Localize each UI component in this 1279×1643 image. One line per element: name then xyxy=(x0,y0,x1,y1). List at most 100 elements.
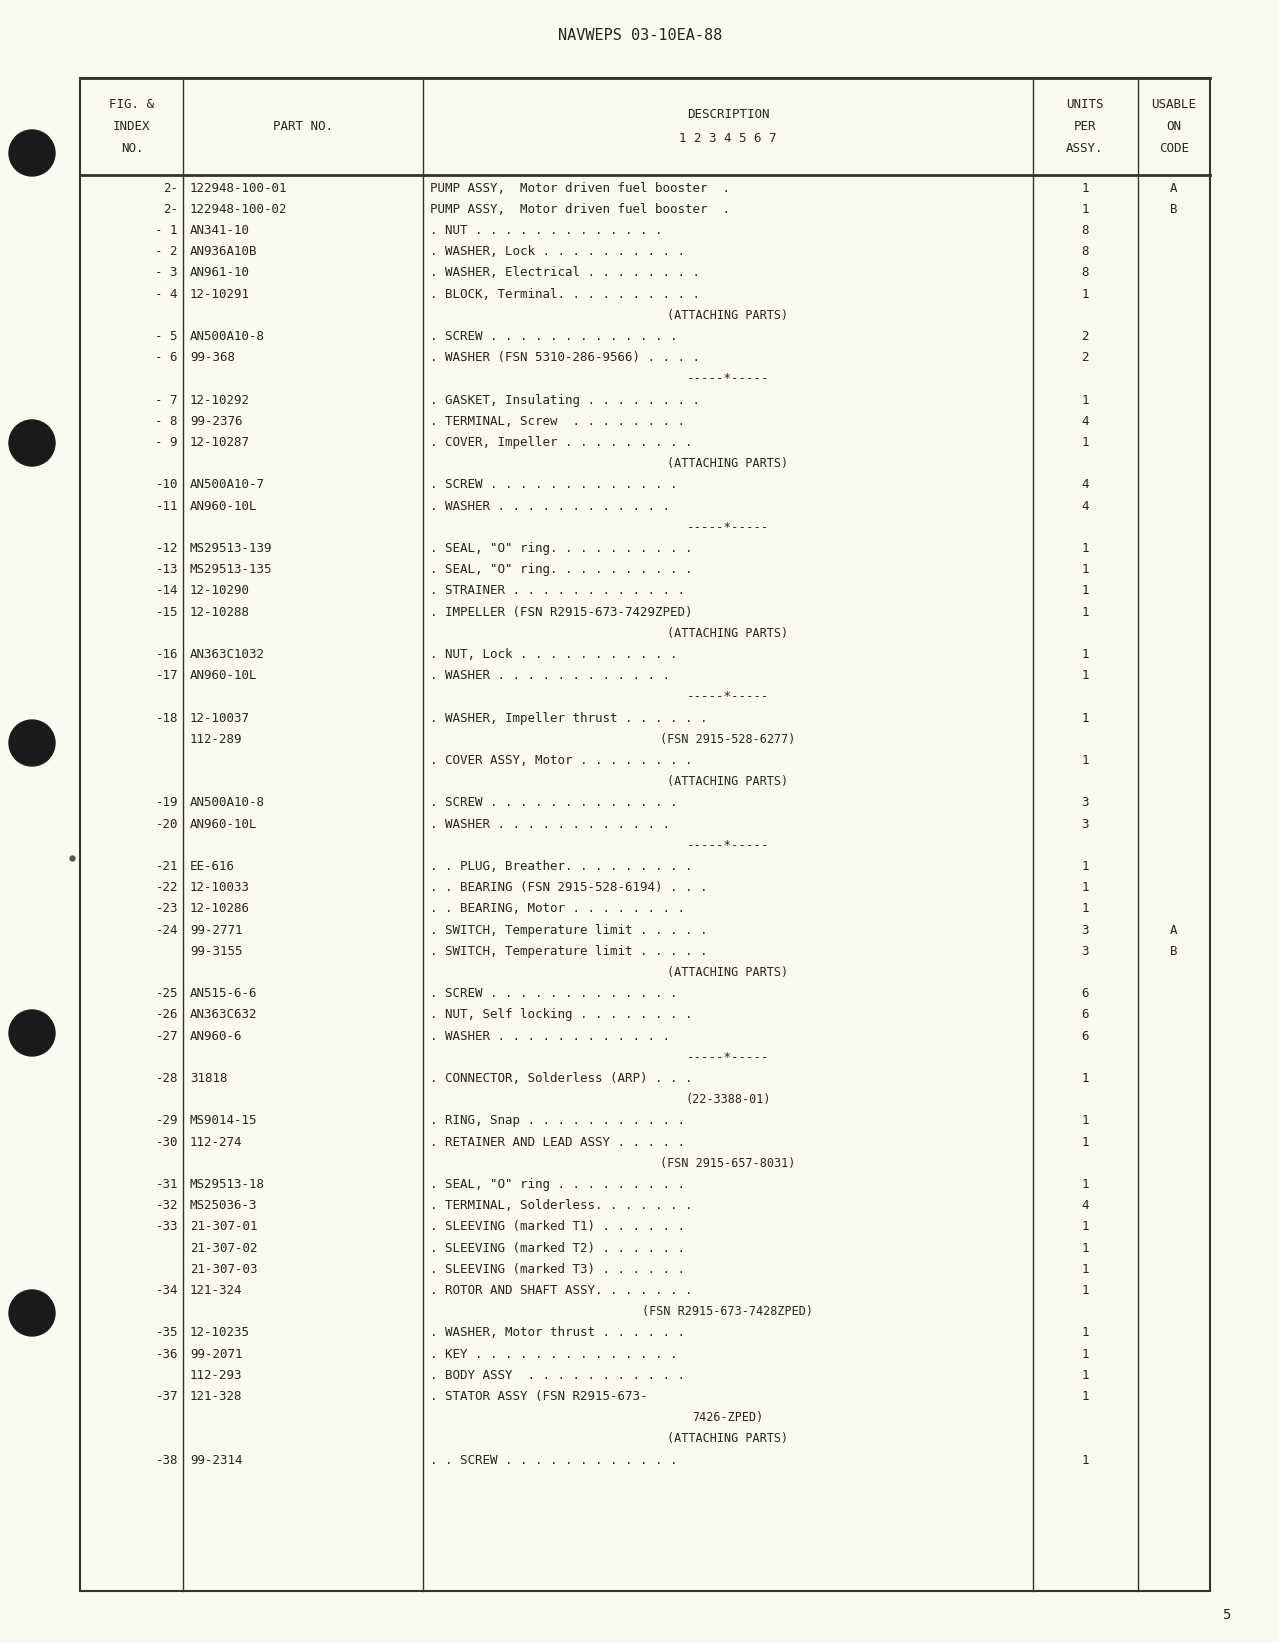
Text: 21-307-02: 21-307-02 xyxy=(191,1242,257,1255)
Text: NO.: NO. xyxy=(120,141,143,154)
Text: 99-3155: 99-3155 xyxy=(191,945,243,958)
Text: . SEAL, "O" ring . . . . . . . . .: . SEAL, "O" ring . . . . . . . . . xyxy=(430,1178,686,1191)
Text: 112-293: 112-293 xyxy=(191,1369,243,1382)
Text: - 4: - 4 xyxy=(156,288,178,301)
Text: . GASKET, Insulating . . . . . . . .: . GASKET, Insulating . . . . . . . . xyxy=(430,394,700,406)
Text: 112-289: 112-289 xyxy=(191,733,243,746)
Text: . WASHER, Lock . . . . . . . . . .: . WASHER, Lock . . . . . . . . . . xyxy=(430,245,686,258)
Text: . COVER, Impeller . . . . . . . . .: . COVER, Impeller . . . . . . . . . xyxy=(430,435,692,449)
Text: 1: 1 xyxy=(1081,859,1088,872)
Text: 1: 1 xyxy=(1081,585,1088,598)
Text: 31818: 31818 xyxy=(191,1071,228,1084)
Text: -31: -31 xyxy=(156,1178,178,1191)
Text: AN500A10-8: AN500A10-8 xyxy=(191,797,265,810)
Text: 1: 1 xyxy=(1081,1390,1088,1403)
Text: 12-10235: 12-10235 xyxy=(191,1326,249,1339)
Text: -18: -18 xyxy=(156,711,178,725)
Text: (FSN 2915-528-6277): (FSN 2915-528-6277) xyxy=(660,733,796,746)
Text: 1: 1 xyxy=(1081,1263,1088,1275)
Text: 12-10292: 12-10292 xyxy=(191,394,249,406)
Text: 12-10286: 12-10286 xyxy=(191,902,249,915)
Text: 12-10288: 12-10288 xyxy=(191,606,249,618)
Text: 1: 1 xyxy=(1081,1347,1088,1360)
Text: -----*-----: -----*----- xyxy=(687,521,769,534)
Text: 1: 1 xyxy=(1081,1178,1088,1191)
Text: - 3: - 3 xyxy=(156,266,178,279)
Text: - 5: - 5 xyxy=(156,330,178,343)
Text: . BLOCK, Terminal. . . . . . . . . .: . BLOCK, Terminal. . . . . . . . . . xyxy=(430,288,700,301)
Text: AN363C1032: AN363C1032 xyxy=(191,647,265,660)
Text: 121-328: 121-328 xyxy=(191,1390,243,1403)
Text: 1: 1 xyxy=(1081,1283,1088,1296)
Text: ON: ON xyxy=(1166,120,1182,133)
Text: . NUT, Self locking . . . . . . . .: . NUT, Self locking . . . . . . . . xyxy=(430,1009,692,1022)
Text: . . BEARING, Motor . . . . . . . .: . . BEARING, Motor . . . . . . . . xyxy=(430,902,686,915)
Text: 1: 1 xyxy=(1081,564,1088,577)
Text: . TERMINAL, Solderless. . . . . . .: . TERMINAL, Solderless. . . . . . . xyxy=(430,1199,692,1213)
Text: 5: 5 xyxy=(1221,1608,1230,1622)
Text: 12-10290: 12-10290 xyxy=(191,585,249,598)
Text: CODE: CODE xyxy=(1159,141,1189,154)
Text: -13: -13 xyxy=(156,564,178,577)
Text: MS29513-135: MS29513-135 xyxy=(191,564,272,577)
Text: 1: 1 xyxy=(1081,711,1088,725)
Text: -36: -36 xyxy=(156,1347,178,1360)
Text: USABLE: USABLE xyxy=(1151,99,1196,112)
Text: 2-: 2- xyxy=(162,202,178,215)
Text: 1: 1 xyxy=(1081,1135,1088,1148)
Text: AN960-10L: AN960-10L xyxy=(191,499,257,513)
Text: -25: -25 xyxy=(156,987,178,1001)
Text: AN936A10B: AN936A10B xyxy=(191,245,257,258)
Text: 122948-100-02: 122948-100-02 xyxy=(191,202,288,215)
Text: -14: -14 xyxy=(156,585,178,598)
Text: . WASHER . . . . . . . . . . . .: . WASHER . . . . . . . . . . . . xyxy=(430,669,670,682)
Text: . WASHER . . . . . . . . . . . .: . WASHER . . . . . . . . . . . . xyxy=(430,818,670,830)
Text: . . BEARING (FSN 2915-528-6194) . . .: . . BEARING (FSN 2915-528-6194) . . . xyxy=(430,881,707,894)
Text: 1: 1 xyxy=(1081,1114,1088,1127)
Text: PUMP ASSY,  Motor driven fuel booster  .: PUMP ASSY, Motor driven fuel booster . xyxy=(430,181,730,194)
Text: -23: -23 xyxy=(156,902,178,915)
Text: MS29513-139: MS29513-139 xyxy=(191,542,272,555)
Text: -26: -26 xyxy=(156,1009,178,1022)
Text: 1: 1 xyxy=(1081,1454,1088,1467)
Text: 99-368: 99-368 xyxy=(191,352,235,365)
Text: . IMPELLER (FSN R2915-673-7429ZPED): . IMPELLER (FSN R2915-673-7429ZPED) xyxy=(430,606,692,618)
Text: 21-307-01: 21-307-01 xyxy=(191,1221,257,1234)
Text: PER: PER xyxy=(1074,120,1096,133)
Text: 8: 8 xyxy=(1081,266,1088,279)
Bar xyxy=(81,77,1210,1590)
Text: AN341-10: AN341-10 xyxy=(191,223,249,237)
Text: -----*-----: -----*----- xyxy=(687,838,769,851)
Text: . WASHER, Electrical . . . . . . . .: . WASHER, Electrical . . . . . . . . xyxy=(430,266,700,279)
Text: (FSN R2915-673-7428ZPED): (FSN R2915-673-7428ZPED) xyxy=(642,1305,813,1318)
Text: (ATTACHING PARTS): (ATTACHING PARTS) xyxy=(668,966,789,979)
Text: . SWITCH, Temperature limit . . . . .: . SWITCH, Temperature limit . . . . . xyxy=(430,923,707,937)
Text: AN961-10: AN961-10 xyxy=(191,266,249,279)
Text: 3: 3 xyxy=(1081,945,1088,958)
Circle shape xyxy=(9,130,55,176)
Text: -16: -16 xyxy=(156,647,178,660)
Text: -----*-----: -----*----- xyxy=(687,1052,769,1063)
Text: -29: -29 xyxy=(156,1114,178,1127)
Text: 4: 4 xyxy=(1081,478,1088,491)
Text: 6: 6 xyxy=(1081,1009,1088,1022)
Text: 1: 1 xyxy=(1081,754,1088,767)
Text: AN500A10-8: AN500A10-8 xyxy=(191,330,265,343)
Text: -33: -33 xyxy=(156,1221,178,1234)
Text: -24: -24 xyxy=(156,923,178,937)
Text: -----*-----: -----*----- xyxy=(687,373,769,386)
Text: AN960-10L: AN960-10L xyxy=(191,818,257,830)
Text: . SCREW . . . . . . . . . . . . .: . SCREW . . . . . . . . . . . . . xyxy=(430,478,678,491)
Text: DESCRIPTION: DESCRIPTION xyxy=(687,108,769,122)
Text: MS9014-15: MS9014-15 xyxy=(191,1114,257,1127)
Text: -38: -38 xyxy=(156,1454,178,1467)
Text: . WASHER, Motor thrust . . . . . .: . WASHER, Motor thrust . . . . . . xyxy=(430,1326,686,1339)
Text: 1: 1 xyxy=(1081,394,1088,406)
Text: -21: -21 xyxy=(156,859,178,872)
Text: 1: 1 xyxy=(1081,1369,1088,1382)
Text: - 9: - 9 xyxy=(156,435,178,449)
Text: 121-324: 121-324 xyxy=(191,1283,243,1296)
Text: . . SCREW . . . . . . . . . . . .: . . SCREW . . . . . . . . . . . . xyxy=(430,1454,678,1467)
Text: A: A xyxy=(1170,923,1178,937)
Text: 3: 3 xyxy=(1081,797,1088,810)
